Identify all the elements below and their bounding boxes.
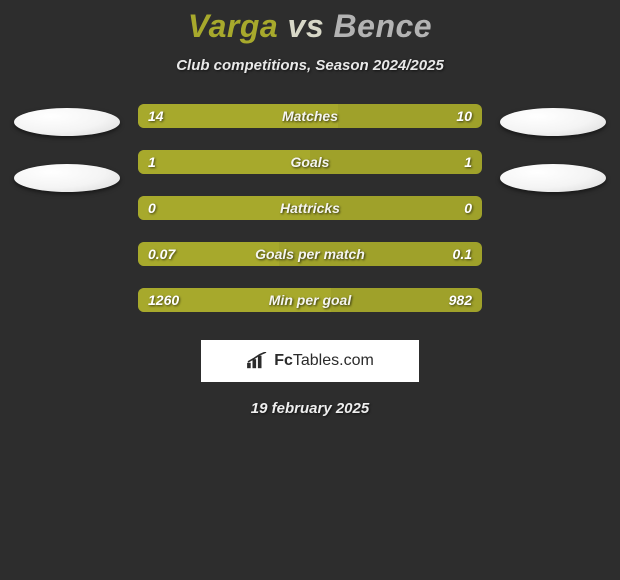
title-player2: Bence <box>334 8 433 44</box>
page-title: Varga vs Bence <box>0 8 620 45</box>
stat-row-min-per-goal: 1260 Min per goal 982 <box>138 288 482 312</box>
fctables-link[interactable]: FcTables.com <box>201 340 419 382</box>
stat-row-goals: 1 Goals 1 <box>138 150 482 174</box>
stat-value-left: 14 <box>148 108 164 124</box>
stat-value-right: 10 <box>456 108 472 124</box>
stat-value-left: 1260 <box>148 292 179 308</box>
stat-label: Goals <box>291 154 330 170</box>
stat-row-hattricks: 0 Hattricks 0 <box>138 196 482 220</box>
player2-avatar-2 <box>500 164 606 192</box>
stat-row-matches: 14 Matches 10 <box>138 104 482 128</box>
stat-value-right: 982 <box>449 292 472 308</box>
player2-avatar-column <box>500 104 606 192</box>
comparison-card: Varga vs Bence Club competitions, Season… <box>0 0 620 417</box>
stat-label: Matches <box>282 108 338 124</box>
stat-label: Min per goal <box>269 292 351 308</box>
stat-value-right: 0.1 <box>453 246 472 262</box>
stats-section: 14 Matches 10 1 Goals 1 0 Hattricks 0 <box>0 104 620 312</box>
stat-value-left: 0.07 <box>148 246 175 262</box>
date-text: 19 february 2025 <box>0 400 620 417</box>
title-player1: Varga <box>188 8 278 44</box>
subtitle: Club competitions, Season 2024/2025 <box>0 57 620 74</box>
stat-bars: 14 Matches 10 1 Goals 1 0 Hattricks 0 <box>138 104 482 312</box>
logo-rest: Tables.com <box>293 352 374 369</box>
stat-label: Goals per match <box>255 246 365 262</box>
logo-text: FcTables.com <box>274 352 374 370</box>
player2-avatar-1 <box>500 108 606 136</box>
logo-bold: Fc <box>274 352 293 369</box>
stat-row-goals-per-match: 0.07 Goals per match 0.1 <box>138 242 482 266</box>
title-vs: vs <box>288 8 325 44</box>
stat-label: Hattricks <box>280 200 340 216</box>
stat-value-left: 0 <box>148 200 156 216</box>
stat-value-right: 1 <box>464 154 472 170</box>
stat-value-left: 1 <box>148 154 156 170</box>
bar-fill-left <box>138 150 310 174</box>
player1-avatar-column <box>14 104 120 192</box>
player1-avatar-1 <box>14 108 120 136</box>
player1-avatar-2 <box>14 164 120 192</box>
stat-value-right: 0 <box>464 200 472 216</box>
bars-icon <box>246 352 268 370</box>
